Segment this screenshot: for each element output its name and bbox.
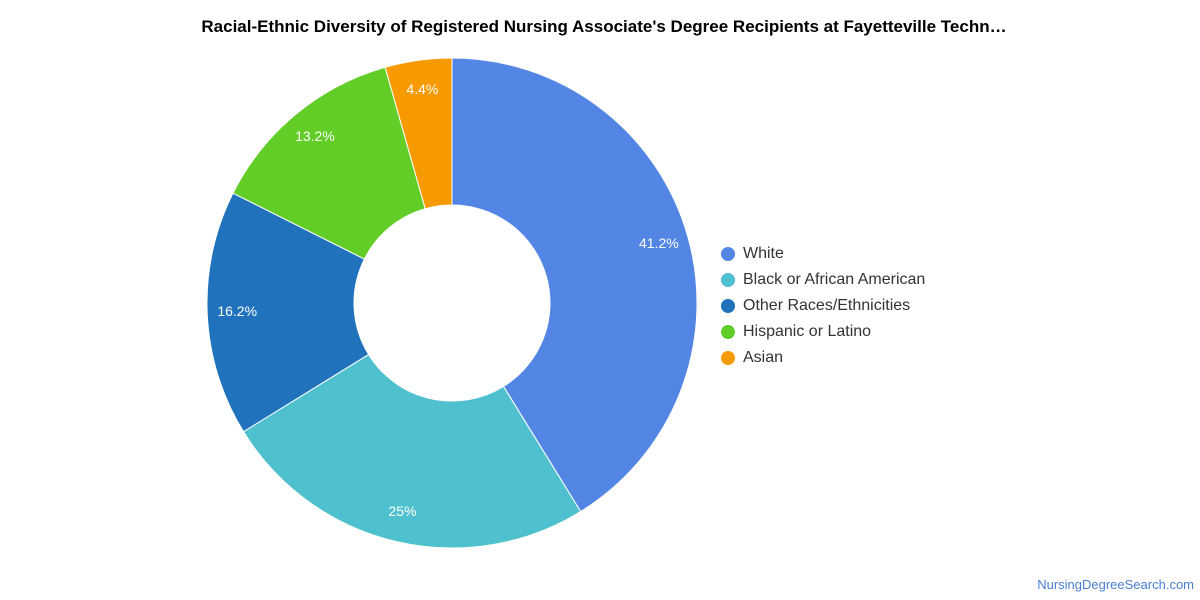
legend-marker-white [721,247,735,261]
legend-label-other-races-ethnicities: Other Races/Ethnicities [743,297,911,314]
chart-legend: White Black or African American Other Ra… [721,241,925,371]
slice-label-black-or-african-american: 25% [388,503,416,519]
legend-item-black-or-african-american[interactable]: Black or African American [721,267,925,293]
legend-label-asian: Asian [743,349,784,366]
slice-label-hispanic-or-latino: 13.2% [295,128,335,144]
slice-hispanic-or-latino[interactable] [232,66,426,260]
source-credit-link[interactable]: NursingDegreeSearch.com [1037,577,1194,592]
slice-black-or-african-american[interactable] [242,353,582,549]
slice-label-white: 41.2% [639,235,679,251]
legend-item-white[interactable]: White [721,241,925,267]
legend-marker-other-races-ethnicities [721,299,735,313]
chart-title: Racial-Ethnic Diversity of Registered Nu… [201,17,1007,36]
legend-item-asian[interactable]: Asian [721,345,925,371]
legend-marker-black-or-african-american [721,273,735,287]
legend-label-white: White [743,245,784,262]
legend-label-black-or-african-american: Black or African American [743,271,926,288]
slice-asian[interactable] [384,57,453,210]
legend-item-other-races-ethnicities[interactable]: Other Races/Ethnicities [721,293,925,319]
slice-label-other-races-ethnicities: 16.2% [217,303,257,319]
slice-label-asian: 4.4% [406,81,438,97]
legend-item-hispanic-or-latino[interactable]: Hispanic or Latino [721,319,925,345]
legend-marker-hispanic-or-latino [721,325,735,339]
legend-marker-asian [721,351,735,365]
legend-label-hispanic-or-latino: Hispanic or Latino [743,323,872,340]
slice-other-races-ethnicities[interactable] [206,192,370,433]
slice-white[interactable] [451,57,698,513]
